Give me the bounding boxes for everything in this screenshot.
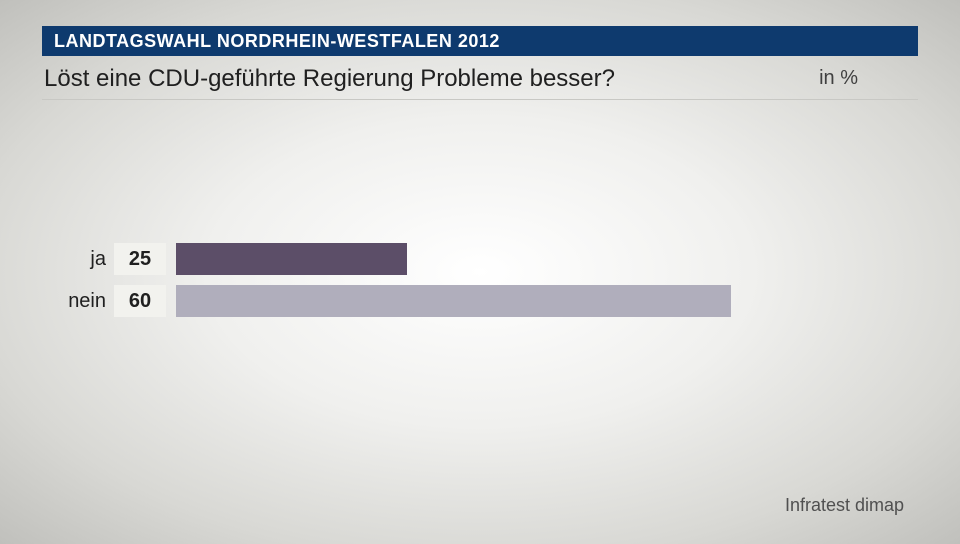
chart-area: ja 25 nein 60 [42,240,918,324]
chart-subtitle: Löst eine CDU-geführte Regierung Problem… [42,65,615,93]
bar-nein [176,285,731,317]
row-value-ja: 25 [114,243,166,275]
chart-row: nein 60 [42,282,918,320]
source-attribution: Infratest dimap [785,495,904,516]
subtitle-row: Löst eine CDU-geführte Regierung Problem… [42,60,918,100]
bar-track [176,285,918,317]
row-label-nein: nein [42,290,114,313]
bar-track [176,243,918,275]
header-banner: LANDTAGSWAHL NORDRHEIN-WESTFALEN 2012 [42,26,918,56]
header-banner-text: LANDTAGSWAHL NORDRHEIN-WESTFALEN 2012 [54,31,500,52]
bar-ja [176,243,407,275]
row-value-nein: 60 [114,285,166,317]
chart-unit: in % [819,67,918,90]
row-label-ja: ja [42,248,114,271]
chart-row: ja 25 [42,240,918,278]
